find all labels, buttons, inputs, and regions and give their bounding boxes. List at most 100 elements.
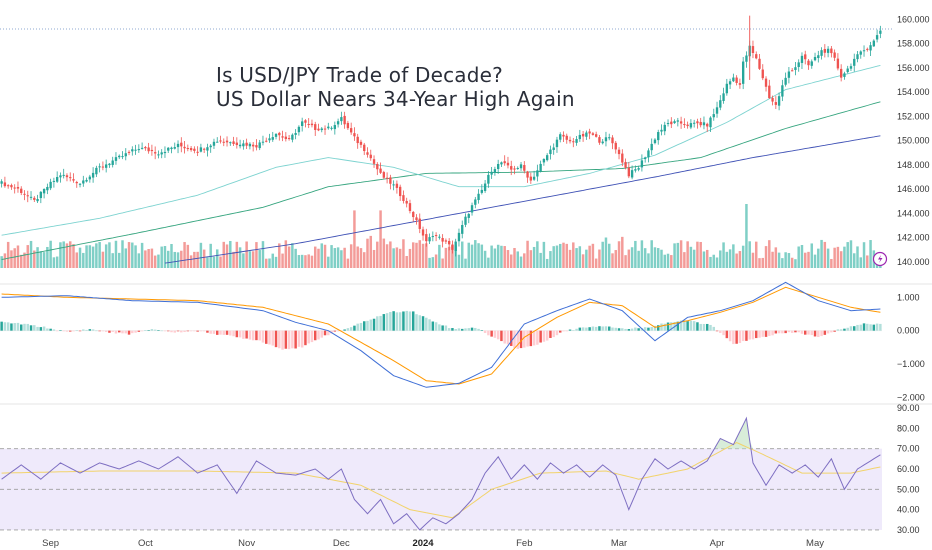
volume-bar [72, 244, 75, 268]
macd-histogram-bar [88, 329, 92, 331]
candle [745, 55, 748, 62]
volume-bar [552, 246, 555, 268]
volume-bar [150, 248, 154, 268]
macd-histogram-bar [242, 330, 245, 339]
macd-histogram-bar [199, 330, 203, 332]
macd-histogram-bar [741, 330, 745, 342]
candle [336, 121, 340, 125]
macd-histogram-bar [738, 330, 742, 344]
macd-histogram-bar [23, 323, 26, 331]
candle [418, 218, 421, 229]
volume-bar [307, 254, 310, 268]
macd-histogram-bar [13, 323, 16, 331]
volume-bar [251, 251, 255, 268]
volume-bar [575, 248, 578, 268]
candle [13, 187, 16, 189]
volume-bar [490, 245, 493, 268]
macd-histogram-bar [725, 330, 729, 339]
volume-bar [830, 258, 833, 268]
candle [216, 141, 219, 143]
volume-bar [715, 257, 719, 268]
volume-bar [389, 241, 392, 268]
macd-histogram-bar [545, 330, 549, 341]
candle [222, 141, 225, 143]
candle [637, 168, 640, 170]
volume-bar [509, 254, 513, 268]
macd-histogram-bar [140, 330, 144, 332]
macd-histogram-bar [411, 311, 415, 331]
volume-bar [480, 244, 484, 268]
macd-histogram-bar [16, 322, 20, 331]
candle [526, 171, 529, 178]
candle [539, 163, 542, 172]
volume-bar [415, 242, 418, 268]
volume-bar [692, 249, 696, 268]
candle [872, 40, 876, 47]
macd-histogram-bar [490, 330, 493, 337]
candle [180, 142, 183, 147]
price-tick-label: 150.000 [897, 136, 930, 146]
macd-histogram-bar [509, 330, 513, 346]
price-tick-label: 154.000 [897, 87, 930, 97]
macd-histogram-bar [425, 317, 428, 331]
macd-histogram-bar [183, 330, 186, 333]
volume-bar [166, 250, 170, 268]
candle [160, 152, 163, 155]
candle [483, 183, 487, 191]
candle [562, 134, 565, 137]
volume-bar [549, 251, 552, 268]
volume-bar [483, 250, 487, 268]
candle [229, 142, 232, 144]
candle [761, 69, 764, 79]
candle [6, 185, 10, 187]
macd-histogram-bar [310, 330, 314, 343]
volume-bar [810, 243, 814, 268]
volume-bar [163, 246, 167, 268]
price-tick-label: 140.000 [897, 257, 930, 267]
macd-histogram-bar [601, 326, 604, 331]
volume-bar [702, 251, 706, 268]
volume-bar [300, 254, 304, 268]
volume-bar [421, 243, 425, 268]
candle [59, 175, 62, 178]
candle [794, 67, 797, 70]
volume-bar [572, 242, 575, 268]
macd-histogram-bar [572, 330, 575, 331]
candle [555, 139, 559, 148]
volume-bar [0, 256, 3, 268]
candle [869, 45, 872, 51]
candle [431, 236, 435, 238]
candle [85, 179, 88, 182]
volume-bar [196, 251, 199, 268]
candle [627, 167, 631, 177]
candle [444, 240, 448, 242]
macd-histogram-bar [480, 330, 484, 331]
candle [787, 71, 791, 78]
volume-bar [591, 243, 595, 268]
volume-bar [496, 244, 500, 268]
macd-histogram-bar [549, 330, 552, 338]
macd-histogram-bar [519, 330, 523, 349]
volume-bar [82, 252, 85, 268]
macd-histogram-bar [157, 330, 160, 331]
macd-histogram-bar [781, 330, 784, 334]
candle [69, 177, 72, 179]
candle [572, 141, 575, 143]
macd-line [1, 281, 881, 388]
macd-histogram-bar [575, 328, 578, 331]
candle [124, 153, 127, 157]
price-alert-icon[interactable] [872, 251, 888, 267]
candle [751, 46, 755, 53]
macd-histogram-bar [637, 328, 640, 331]
volume-bar [235, 241, 239, 268]
candle [477, 193, 480, 201]
candle [183, 146, 186, 149]
volume-bar [607, 243, 611, 268]
candle [385, 177, 389, 179]
volume-bar [529, 250, 533, 268]
volume-bar [287, 246, 291, 268]
macd-histogram-bar [193, 330, 196, 332]
candle [170, 147, 173, 150]
macd-histogram-bar [823, 330, 827, 335]
volume-bar [794, 259, 797, 268]
